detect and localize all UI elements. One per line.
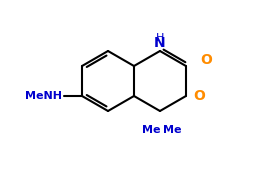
Text: H: H	[156, 33, 164, 43]
Text: N: N	[154, 36, 166, 50]
Text: O: O	[193, 89, 205, 103]
Text: Me: Me	[163, 125, 181, 135]
Text: O: O	[200, 53, 212, 67]
Text: MeNH: MeNH	[25, 91, 62, 101]
Text: Me: Me	[142, 125, 160, 135]
